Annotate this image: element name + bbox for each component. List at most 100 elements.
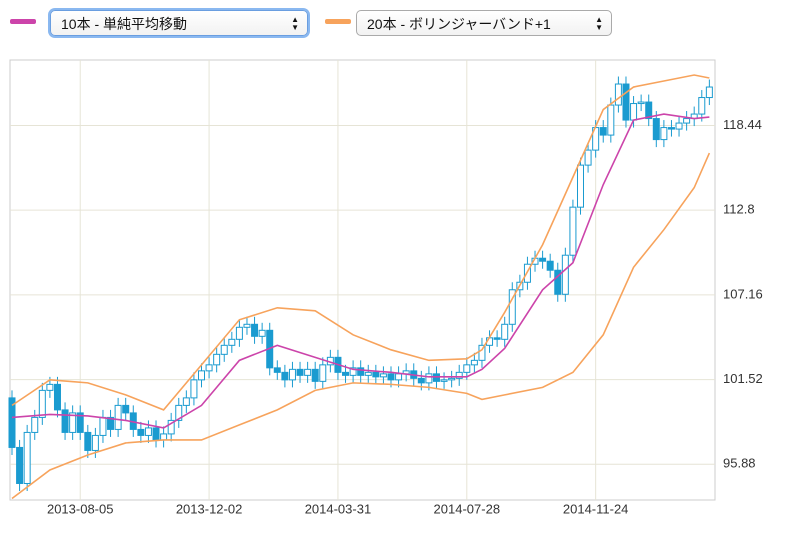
candle-body bbox=[569, 206, 577, 256]
candle-body bbox=[99, 416, 107, 436]
select-arrow: ▲ ▼ bbox=[595, 15, 603, 32]
candle-body bbox=[251, 323, 259, 337]
candle-body bbox=[645, 101, 653, 120]
candle-body bbox=[213, 353, 221, 366]
candle-body bbox=[372, 371, 380, 378]
candle-body bbox=[614, 83, 622, 106]
candle-body bbox=[448, 377, 456, 381]
candle-body bbox=[167, 419, 175, 435]
candle-body bbox=[122, 404, 130, 414]
candle-body bbox=[243, 323, 251, 328]
candle-body bbox=[508, 289, 516, 325]
candle-body bbox=[273, 367, 281, 373]
candle-body bbox=[220, 344, 228, 355]
candle-body bbox=[107, 416, 115, 430]
moving-average bbox=[11, 113, 710, 429]
candle-body bbox=[463, 364, 471, 373]
bollinger-lower bbox=[11, 152, 711, 500]
candle-body bbox=[46, 383, 54, 391]
select-label: 20本 - ボリンジャーバンド+1 bbox=[367, 16, 551, 32]
candle-body bbox=[296, 368, 304, 376]
candle-body bbox=[342, 371, 350, 376]
candle-body bbox=[546, 260, 554, 271]
select-arrow: ▲ ▼ bbox=[291, 15, 299, 32]
candle-body bbox=[31, 416, 39, 433]
candle-body bbox=[675, 122, 683, 130]
candle-body bbox=[190, 379, 198, 399]
candle-body bbox=[417, 377, 425, 384]
indicator-select[interactable]: 10本 - 単純平均移動 ▲ ▼ bbox=[50, 10, 308, 36]
y-tick-label: 107.16 bbox=[723, 286, 763, 301]
candle-body bbox=[387, 373, 395, 381]
candle-body bbox=[667, 127, 675, 130]
indicator-select[interactable]: 20本 - ボリンジャーバンド+1 ▲ ▼ bbox=[356, 10, 612, 36]
legend-swatch bbox=[325, 19, 351, 24]
x-tick-label: 2013-12-02 bbox=[176, 501, 243, 516]
candle-body bbox=[455, 371, 463, 379]
legend-swatch bbox=[10, 19, 36, 24]
candle-body bbox=[554, 269, 562, 295]
plot-frame bbox=[9, 59, 716, 501]
candle-body bbox=[61, 409, 69, 433]
select-label: 10本 - 単純平均移動 bbox=[61, 16, 188, 32]
candle-body bbox=[281, 371, 289, 381]
candle-body bbox=[478, 344, 486, 361]
candle-body bbox=[91, 434, 99, 451]
candle-body bbox=[561, 254, 569, 295]
candle-body bbox=[470, 359, 478, 366]
candle-body bbox=[205, 364, 213, 372]
candle-body bbox=[182, 397, 190, 406]
candle-body bbox=[683, 118, 691, 124]
candle-body bbox=[69, 412, 77, 433]
bollinger-upper bbox=[11, 74, 710, 411]
candle-body bbox=[607, 104, 615, 136]
candle-body bbox=[425, 373, 433, 384]
candle-body bbox=[501, 323, 509, 340]
candle-body bbox=[622, 83, 630, 121]
candle-body bbox=[630, 103, 638, 121]
candle-body bbox=[319, 364, 327, 382]
y-tick-label: 101.52 bbox=[723, 371, 763, 386]
candle-body bbox=[349, 367, 357, 376]
y-tick-label: 95.88 bbox=[723, 456, 756, 471]
candle-body bbox=[160, 433, 168, 441]
candle-body bbox=[198, 370, 205, 381]
candle-body bbox=[652, 118, 660, 141]
candle-body bbox=[357, 367, 365, 376]
candle-body bbox=[84, 431, 92, 451]
candle-body bbox=[137, 428, 145, 436]
candle-body bbox=[539, 257, 547, 262]
x-tick-label: 2014-03-31 bbox=[305, 501, 372, 516]
candle-body bbox=[493, 337, 501, 340]
candle-body bbox=[38, 389, 46, 418]
candle-body bbox=[698, 97, 706, 115]
candle-body bbox=[258, 329, 266, 337]
candle-body bbox=[144, 427, 152, 436]
candle-body bbox=[660, 127, 668, 141]
candle-body bbox=[16, 446, 24, 484]
candle-body bbox=[152, 427, 160, 441]
candle-body bbox=[364, 371, 372, 376]
candle-body bbox=[114, 404, 122, 430]
candle-body bbox=[440, 379, 448, 382]
candle-body bbox=[228, 338, 236, 346]
candle-body bbox=[288, 368, 296, 381]
candle-body bbox=[395, 373, 403, 381]
candle-body bbox=[599, 127, 607, 136]
candle-body bbox=[76, 412, 84, 433]
candle-body bbox=[23, 431, 31, 484]
candle-body bbox=[584, 149, 592, 166]
candle-body bbox=[53, 383, 61, 411]
x-tick-label: 2014-11-24 bbox=[563, 501, 629, 516]
candle-body bbox=[8, 397, 16, 448]
x-tick-label: 2014-07-28 bbox=[434, 501, 501, 516]
candle-body bbox=[175, 404, 183, 421]
y-tick-label: 118.44 bbox=[723, 117, 762, 132]
x-tick-label: 2013-08-05 bbox=[47, 501, 114, 516]
candle-body bbox=[311, 368, 319, 382]
y-tick-label: 112.8 bbox=[723, 202, 755, 217]
candle-body bbox=[379, 373, 387, 378]
candle-body bbox=[705, 86, 713, 99]
